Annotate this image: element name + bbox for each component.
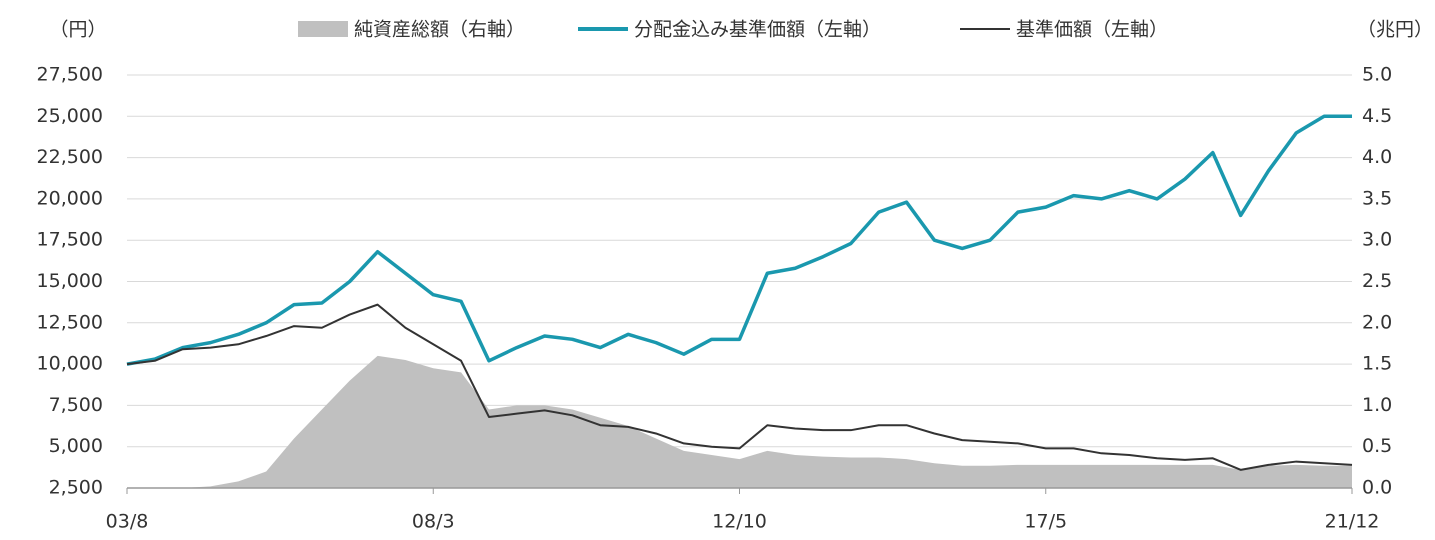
- y-tick-label: 17,500: [37, 229, 103, 251]
- y-tick-label: 22,500: [37, 146, 103, 168]
- y2-unit: （兆円）: [1357, 19, 1433, 41]
- y2-tick-label: 2.5: [1362, 270, 1392, 292]
- x-tick-label: 17/5: [1024, 511, 1067, 533]
- x-tick-label: 21/12: [1325, 511, 1380, 533]
- line: [126, 303, 1353, 471]
- area: [127, 355, 1352, 488]
- y-tick-label: 10,000: [37, 353, 103, 375]
- y-tick-label: 15,000: [37, 270, 103, 292]
- x-tick-label: 12/10: [712, 511, 767, 533]
- y2-tick-label: 3.0: [1362, 229, 1392, 251]
- y-tick-label: 27,500: [37, 64, 103, 86]
- y2-tick-label: 3.5: [1362, 187, 1392, 209]
- legend-label: 基準価額（左軸）: [1016, 19, 1168, 41]
- y-tick-label: 20,000: [37, 187, 103, 209]
- y2-tick-label: 0.0: [1362, 477, 1392, 499]
- y-tick-label: 12,500: [37, 311, 103, 333]
- y2-tick-label: 2.0: [1362, 311, 1392, 333]
- legend-label: 分配金込み基準価額（左軸）: [634, 19, 881, 41]
- x-tick-label: 08/3: [412, 511, 455, 533]
- legend-label: 純資産総額（右軸）: [354, 19, 525, 41]
- y-tick-label: 2,500: [49, 477, 103, 499]
- y-unit: （円）: [49, 19, 106, 41]
- legend-swatch: [298, 21, 348, 37]
- y2-tick-label: 1.0: [1362, 394, 1392, 416]
- y-tick-label: 7,500: [49, 394, 103, 416]
- y-tick-label: 5,000: [49, 435, 103, 457]
- y2-tick-label: 4.5: [1362, 105, 1392, 127]
- y2-tick-label: 1.5: [1362, 353, 1392, 375]
- y2-tick-label: 0.5: [1362, 435, 1392, 457]
- line: [126, 114, 1352, 366]
- y2-tick-label: 5.0: [1362, 64, 1392, 86]
- y2-tick-label: 4.0: [1362, 146, 1392, 168]
- x-tick-label: 03/8: [106, 511, 149, 533]
- y-tick-label: 25,000: [37, 105, 103, 127]
